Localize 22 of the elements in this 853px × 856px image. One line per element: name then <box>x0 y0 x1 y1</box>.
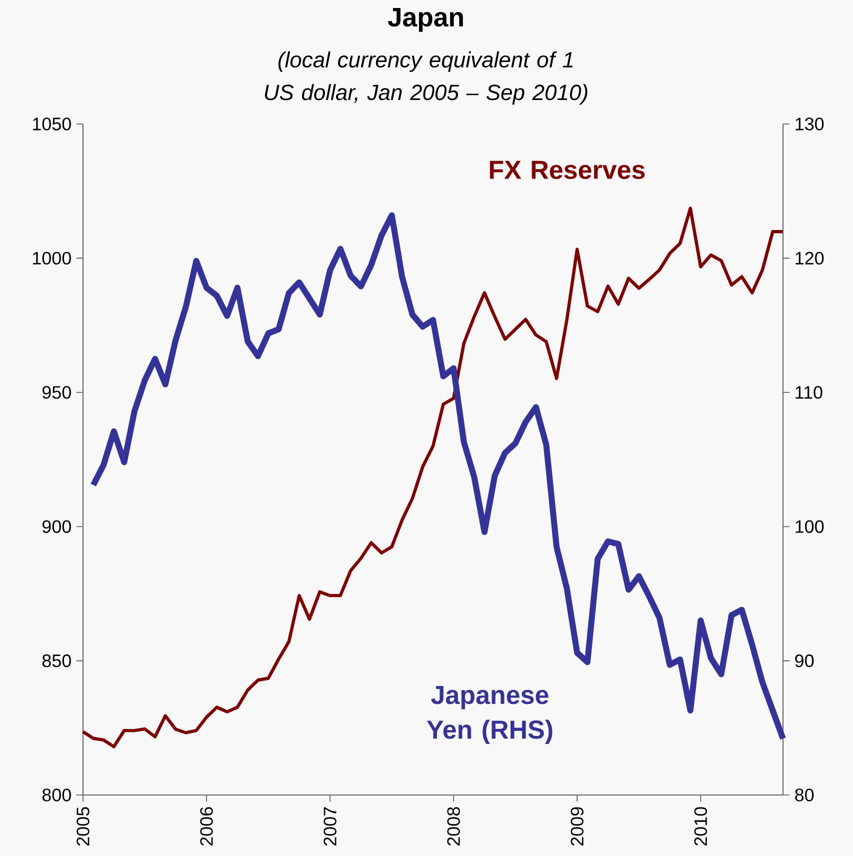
chart-title: Japan <box>388 8 463 32</box>
x-tick-label: 2006 <box>200 807 213 846</box>
y-tick-label: 850 <box>42 654 71 668</box>
y2-tick-label: 90 <box>795 654 814 668</box>
y-tick-label: 1050 <box>33 118 71 130</box>
text: FX Reserves <box>490 160 645 180</box>
y2-tick-label: 130 <box>796 118 824 130</box>
y-tick-label: 950 <box>42 386 71 399</box>
chart-subtitle: (local currency equivalent of 1 US dollar, Jan 2005 – Sep 2010) <box>264 51 588 105</box>
x-tick-label: 2005 <box>76 807 90 846</box>
y2-tick-label: 110 <box>796 386 822 399</box>
x-tick-label: 2009 <box>570 807 584 846</box>
series-label: Japanese Yen (RHS) <box>426 686 552 744</box>
y2-tick-label: 120 <box>796 252 824 265</box>
x-tick-label: 2010 <box>694 807 708 846</box>
y2-tick-label: 80 <box>795 788 814 802</box>
x-tick-label: 2007 <box>324 807 336 846</box>
y-tick-label: 1000 <box>33 252 71 265</box>
y2-tick-label: 100 <box>796 520 824 533</box>
y-tick-label: 800 <box>42 788 71 802</box>
y-tick-label: 900 <box>42 520 71 533</box>
x-tick-label: 2008 <box>447 807 460 846</box>
